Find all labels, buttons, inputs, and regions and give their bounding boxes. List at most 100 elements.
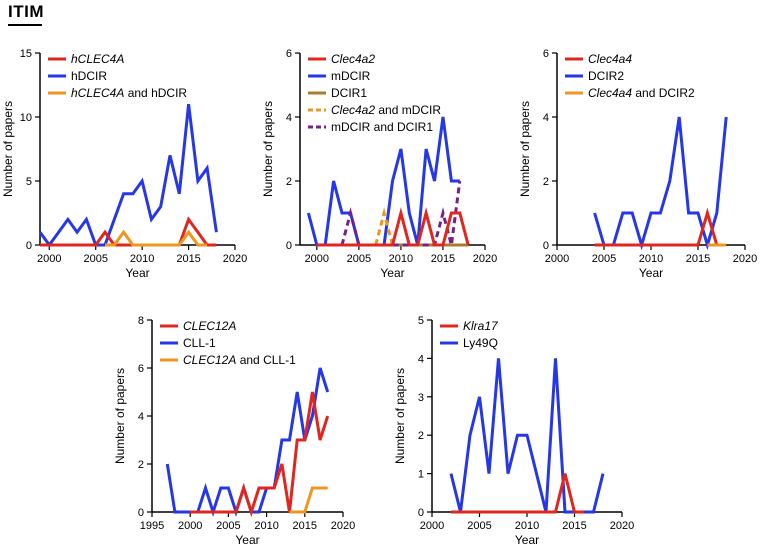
legend: hCLEC4A hDCIR hCLEC4A and hDCIR — [48, 52, 187, 100]
x-axis-title: Year — [515, 533, 539, 547]
legend-label-part: and hDCIR — [124, 86, 187, 100]
y-axis-title: Number of papers — [518, 101, 532, 197]
x-tick-label: 2010 — [254, 520, 278, 532]
x-tick-label: 2000 — [420, 520, 444, 532]
x-axis-title: Year — [125, 266, 149, 280]
x-tick-label: 2005 — [592, 253, 616, 265]
legend-label: DCIR2 — [588, 69, 624, 83]
x-tick-label: 2000 — [178, 520, 202, 532]
chart-clec12a: 0 2 4 6 8 1995 2000 2005 2010 2015 2020 Year Number … — [113, 315, 355, 547]
legend: Klra17 Ly49Q — [440, 319, 499, 350]
legend-label-part: and CLL-1 — [236, 353, 296, 367]
y-tick-label: 5 — [418, 315, 424, 327]
series-line-dcir2 — [593, 116, 728, 251]
y-tick-label: 5 — [26, 176, 32, 188]
x-tick-label: 2000 — [305, 253, 329, 265]
legend-label: Ly49Q — [463, 336, 498, 350]
legend-label-part: Klra17 — [463, 319, 499, 333]
legend-label: Klra17 — [463, 319, 499, 333]
y-tick-label: 2 — [286, 176, 292, 188]
y-tick-label: 6 — [286, 48, 292, 60]
legend: CLEC12A CLL-1 CLEC12A and CLL-1 — [160, 319, 296, 367]
y-tick-label: 10 — [20, 112, 32, 124]
chart-human-clec4a: 0 5 10 15 2000 2005 2010 2015 2020 Year Number of … — [1, 48, 247, 280]
chart-mouse-clec4a4: 0 2 4 6 2000 2005 2010 2015 2020 Year Number of pa… — [518, 48, 757, 280]
legend-label-part: hCLEC4A — [71, 52, 124, 66]
legend-label: Clec4a4 — [588, 52, 632, 66]
x-tick-label: 2015 — [562, 520, 586, 532]
legend-label-part: and DCIR2 — [632, 86, 695, 100]
y-tick-label: 4 — [418, 353, 424, 365]
legend-label-part: hCLEC4A — [71, 86, 124, 100]
legend-label-part: Ly49Q — [463, 336, 498, 350]
x-tick-label: 2005 — [467, 520, 491, 532]
y-tick-label: 4 — [543, 112, 549, 124]
x-tick-label: 1995 — [140, 520, 164, 532]
y-axis-title: Number of papers — [393, 368, 407, 464]
x-tick-label: 2010 — [639, 253, 663, 265]
legend-label-part: mDCIR and DCIR1 — [331, 120, 433, 134]
y-axis-title: Number of papers — [261, 101, 275, 197]
legend: Clec4a2 mDCIR DCIR1 Clec4a2 and mDCIR mDCIR … — [308, 52, 441, 134]
legend-label: mDCIR — [331, 69, 371, 83]
y-axis-title: Number of papers — [1, 101, 15, 197]
y-axis-title: Number of papers — [113, 368, 127, 464]
x-tick-label: 2015 — [293, 520, 317, 532]
legend-label: hCLEC4A and hDCIR — [71, 86, 187, 100]
y-tick-label: 0 — [543, 240, 549, 252]
x-tick-label: 2010 — [130, 253, 154, 265]
series-line-mdcir — [306, 116, 460, 247]
y-tick-label: 0 — [26, 240, 32, 252]
series-line-clec4a2-and-mdcir — [374, 207, 394, 246]
legend-label: CLEC12A — [183, 319, 236, 333]
legend-label: Clec4a4 and DCIR2 — [588, 86, 695, 100]
x-tick-label: 2020 — [610, 520, 634, 532]
series-line-hdcir — [38, 104, 218, 248]
legend: Clec4a4 DCIR2 Clec4a4 and DCIR2 — [565, 52, 695, 100]
x-tick-label: 2020 — [223, 253, 247, 265]
y-tick-label: 0 — [138, 507, 144, 519]
y-tick-label: 2 — [418, 430, 424, 442]
y-tick-label: 8 — [138, 315, 144, 327]
legend-label-part: Clec4a4 — [588, 86, 632, 100]
legend-label-part: CLEC12A — [183, 319, 236, 333]
series-line-clec4a4 — [594, 207, 719, 247]
y-tick-label: 1 — [418, 469, 424, 481]
series-line-hclec4a-and-hdcir — [105, 229, 208, 247]
legend-label-part: mDCIR — [331, 69, 371, 83]
legend-label-part: Clec4a2 — [331, 52, 375, 66]
legend-label: hCLEC4A — [71, 52, 124, 66]
x-axis-title: Year — [639, 266, 663, 280]
series-line-clec12a-and-cll-1 — [289, 486, 328, 514]
series-line-clec12a — [190, 391, 330, 517]
legend-label: mDCIR and DCIR1 — [331, 120, 433, 134]
y-tick-label: 0 — [418, 507, 424, 519]
x-axis-title: Year — [380, 266, 404, 280]
y-tick-label: 15 — [20, 48, 32, 60]
legend-label-part: CLL-1 — [183, 336, 216, 350]
legend-label-part: DCIR2 — [588, 69, 624, 83]
heading-underline — [8, 24, 42, 26]
chart-klra17: 0 1 2 3 4 5 2000 2005 2010 2015 2020 Year Number of … — [393, 315, 634, 547]
x-tick-label: 2000 — [545, 253, 569, 265]
x-tick-label: 2000 — [37, 253, 61, 265]
x-tick-label: 2020 — [733, 253, 757, 265]
series-line-klra17 — [451, 473, 584, 514]
y-tick-label: 4 — [286, 112, 292, 124]
series-line-hclec4a — [40, 216, 217, 247]
x-tick-label: 2005 — [216, 520, 240, 532]
x-tick-label: 2005 — [347, 253, 371, 265]
legend-label: Clec4a2 — [331, 52, 375, 66]
y-tick-label: 6 — [138, 363, 144, 375]
x-tick-label: 2015 — [176, 253, 200, 265]
legend-label: CLEC12A and CLL-1 — [183, 353, 296, 367]
legend-label-part: hDCIR — [71, 69, 107, 83]
legend-label: Clec4a2 and mDCIR — [331, 103, 441, 117]
x-tick-label: 2015 — [686, 253, 710, 265]
y-tick-label: 6 — [543, 48, 549, 60]
x-tick-label: 2020 — [473, 253, 497, 265]
x-axis-title: Year — [235, 533, 259, 547]
legend-label-part: DCIR1 — [331, 86, 367, 100]
y-tick-label: 4 — [138, 411, 144, 423]
